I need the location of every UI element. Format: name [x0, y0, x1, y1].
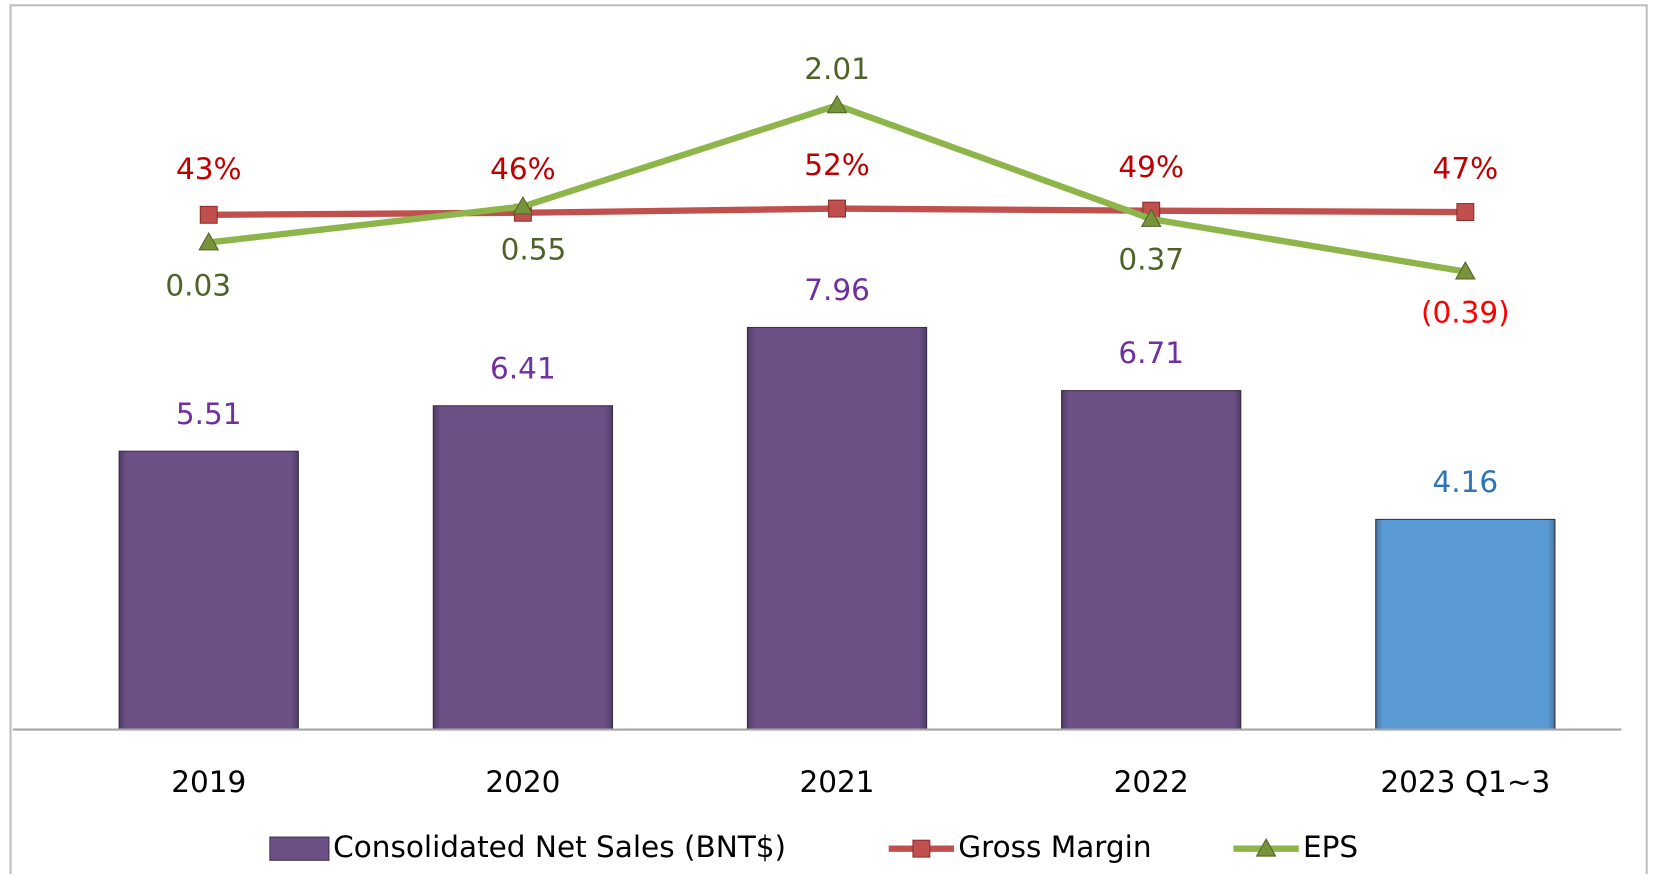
- bar-bevel: [747, 327, 927, 730]
- data-label: 0.37: [1118, 243, 1184, 277]
- marker: [828, 199, 847, 218]
- line: [208, 102, 1466, 275]
- bar-bevel: [433, 405, 613, 730]
- bar-bevel: [119, 451, 299, 730]
- data-label: 0.55: [501, 232, 567, 266]
- data-label: 5.51: [176, 397, 242, 431]
- marker: [1456, 203, 1475, 222]
- x-tick-label: 2020: [485, 765, 560, 799]
- legend-marker: [912, 839, 931, 858]
- marker: [198, 231, 220, 251]
- x-tick-label: 2022: [1114, 765, 1189, 799]
- x-tick-label: 2023 Q1~3: [1380, 765, 1550, 799]
- legend-marker: [1255, 838, 1277, 857]
- legend-label: EPS: [1303, 830, 1358, 864]
- data-label: 52%: [804, 148, 870, 182]
- data-label: 0.03: [165, 268, 231, 302]
- bar-bevel: [1061, 390, 1241, 730]
- data-label: 2.01: [804, 52, 870, 86]
- data-label: (0.39): [1421, 295, 1510, 329]
- x-tick-label: 2021: [800, 765, 875, 799]
- legend-label: Gross Margin: [958, 830, 1151, 864]
- x-tick-label: 2019: [171, 765, 246, 799]
- data-label: 47%: [1433, 151, 1499, 185]
- chart-border: [9, 4, 1648, 874]
- data-label: 49%: [1118, 150, 1184, 184]
- marker: [1140, 208, 1162, 227]
- legend-swatch: [269, 836, 330, 861]
- data-label: 43%: [176, 152, 242, 186]
- bar-bevel: [1375, 519, 1555, 730]
- data-label: 46%: [490, 152, 556, 186]
- data-label: 7.96: [804, 273, 870, 307]
- marker: [826, 94, 848, 114]
- marker: [199, 205, 218, 224]
- data-label: 4.16: [1433, 465, 1499, 499]
- marker: [1454, 261, 1476, 280]
- legend-label: Consolidated Net Sales (BNT$): [333, 830, 786, 864]
- data-label: 6.41: [490, 351, 556, 385]
- marker: [512, 195, 534, 215]
- data-label: 6.71: [1118, 336, 1184, 370]
